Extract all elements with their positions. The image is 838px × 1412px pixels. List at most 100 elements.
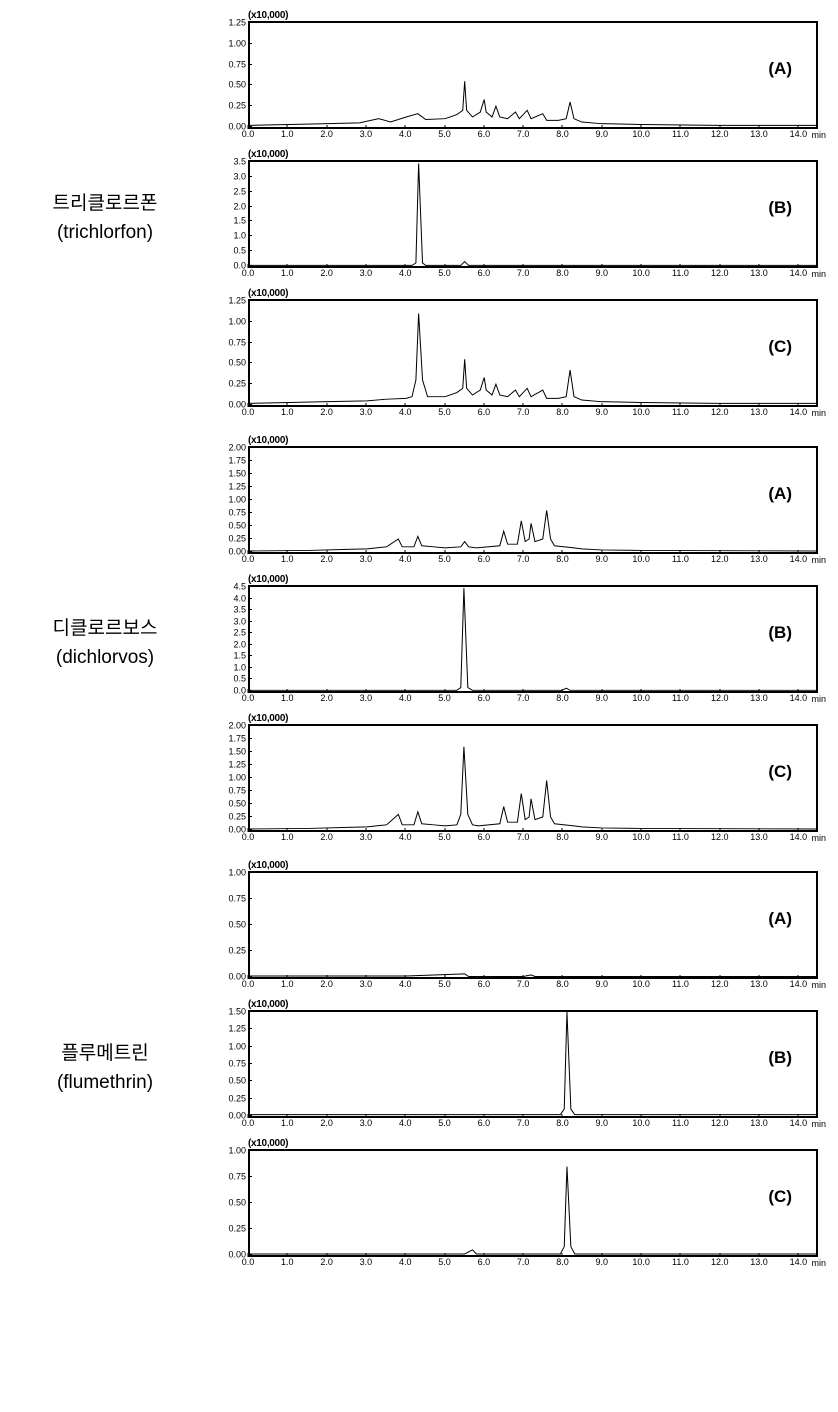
x-tick-label: 11.0 <box>672 408 689 417</box>
x-tick-label: 9.0 <box>596 269 609 278</box>
x-tick-mark <box>798 1114 799 1118</box>
x-tick-label: 13.0 <box>750 408 768 417</box>
x-tick-mark <box>641 1253 642 1257</box>
y-tick-label: 2.00 <box>212 444 246 453</box>
x-tick-label: 0.0 <box>242 694 255 703</box>
x-tick-mark <box>601 125 602 129</box>
x-tick-label: 2.0 <box>320 555 333 564</box>
x-tick-mark <box>405 828 406 832</box>
y-tick-label: 0.75 <box>212 895 246 904</box>
x-tick-label: 2.0 <box>320 269 333 278</box>
x-tick-label: 9.0 <box>596 1258 609 1267</box>
x-tick-mark <box>405 689 406 693</box>
x-tick-mark <box>287 828 288 832</box>
y-tick-label: 0.50 <box>212 522 246 531</box>
x-tick-label: 5.0 <box>438 694 451 703</box>
x-tick-mark <box>248 403 249 407</box>
y-tick-label: 0.50 <box>212 800 246 809</box>
y-multiplier-label: (x10,000) <box>248 288 818 299</box>
x-tick-mark <box>287 975 288 979</box>
x-tick-label: 10.0 <box>632 269 650 278</box>
y-axis: 0.000.250.500.751.001.25 <box>212 301 248 405</box>
x-tick-mark <box>405 550 406 554</box>
x-tick-label: 6.0 <box>478 130 491 139</box>
trace-svg <box>250 1151 816 1255</box>
x-tick-mark <box>759 1114 760 1118</box>
x-tick-mark <box>641 125 642 129</box>
x-tick-label: 4.0 <box>399 1119 412 1128</box>
x-tick-mark <box>248 1253 249 1257</box>
x-tick-mark <box>326 403 327 407</box>
x-tick-mark <box>365 403 366 407</box>
y-tick-label: 1.00 <box>212 774 246 783</box>
y-tick-label: 3.5 <box>212 158 246 167</box>
y-tick-label: 0.25 <box>212 947 246 956</box>
x-tick-mark <box>523 403 524 407</box>
y-tick-label: 0.75 <box>212 509 246 518</box>
x-tick-label: 8.0 <box>556 1119 569 1128</box>
trace-svg <box>250 873 816 977</box>
x-tick-label: 0.0 <box>242 269 255 278</box>
y-multiplier-label: (x10,000) <box>248 860 818 871</box>
chromatogram-panel: (x10,000)0.000.250.500.751.001.25(C)0.01… <box>210 288 818 421</box>
y-multiplier-label: (x10,000) <box>248 574 818 585</box>
x-tick-mark <box>759 550 760 554</box>
x-tick-mark <box>444 975 445 979</box>
x-tick-mark <box>680 403 681 407</box>
x-tick-mark <box>641 264 642 268</box>
y-tick-label: 0.50 <box>212 1199 246 1208</box>
x-unit-label: min <box>811 269 826 279</box>
y-multiplier-label: (x10,000) <box>248 999 818 1010</box>
x-tick-mark <box>483 828 484 832</box>
x-tick-mark <box>444 1253 445 1257</box>
y-tick-label: 1.00 <box>212 869 246 878</box>
chart-plot-area: 0.000.250.500.751.001.251.501.752.00(C) <box>248 724 818 832</box>
x-tick-mark <box>680 1114 681 1118</box>
x-tick-label: 14.0 <box>790 1258 808 1267</box>
x-tick-mark <box>483 125 484 129</box>
x-tick-label: 1.0 <box>281 1119 294 1128</box>
x-tick-label: 1.0 <box>281 130 294 139</box>
x-tick-mark <box>719 689 720 693</box>
y-tick-label: 1.50 <box>212 470 246 479</box>
x-tick-mark <box>248 689 249 693</box>
x-tick-label: 4.0 <box>399 408 412 417</box>
x-tick-label: 6.0 <box>478 694 491 703</box>
x-tick-mark <box>719 975 720 979</box>
x-tick-label: 4.0 <box>399 1258 412 1267</box>
x-tick-mark <box>444 125 445 129</box>
x-tick-mark <box>523 1114 524 1118</box>
y-tick-label: 2.5 <box>212 187 246 196</box>
x-tick-mark <box>641 403 642 407</box>
compound-label: 트리클로르폰(trichlorfon) <box>0 190 210 247</box>
x-tick-label: 5.0 <box>438 980 451 989</box>
x-tick-label: 11.0 <box>672 833 689 842</box>
chromatogram-trace <box>250 163 816 265</box>
x-tick-mark <box>248 828 249 832</box>
x-tick-mark <box>248 550 249 554</box>
x-tick-label: 7.0 <box>517 980 530 989</box>
compound-group: 플루메트린(flumethrin)(x10,000)0.000.250.500.… <box>0 860 838 1277</box>
y-tick-label: 1.25 <box>212 297 246 306</box>
chart-plot-area: 0.000.250.500.751.00(C) <box>248 1149 818 1257</box>
y-multiplier-label: (x10,000) <box>248 149 818 160</box>
x-tick-mark <box>365 125 366 129</box>
x-tick-label: 0.0 <box>242 1258 255 1267</box>
x-tick-label: 6.0 <box>478 833 491 842</box>
x-tick-label: 1.0 <box>281 694 294 703</box>
y-axis: 0.000.250.500.751.001.251.50 <box>212 1012 248 1116</box>
trace-svg <box>250 162 816 266</box>
x-tick-mark <box>523 975 524 979</box>
x-tick-mark <box>562 689 563 693</box>
x-tick-mark <box>287 264 288 268</box>
x-tick-label: 5.0 <box>438 555 451 564</box>
x-tick-label: 6.0 <box>478 980 491 989</box>
trace-svg <box>250 587 816 691</box>
y-tick-label: 2.0 <box>212 640 246 649</box>
x-tick-label: 3.0 <box>360 130 373 139</box>
x-tick-mark <box>248 264 249 268</box>
x-tick-label: 4.0 <box>399 130 412 139</box>
x-tick-mark <box>759 1253 760 1257</box>
x-tick-mark <box>601 550 602 554</box>
x-tick-label: 7.0 <box>517 833 530 842</box>
